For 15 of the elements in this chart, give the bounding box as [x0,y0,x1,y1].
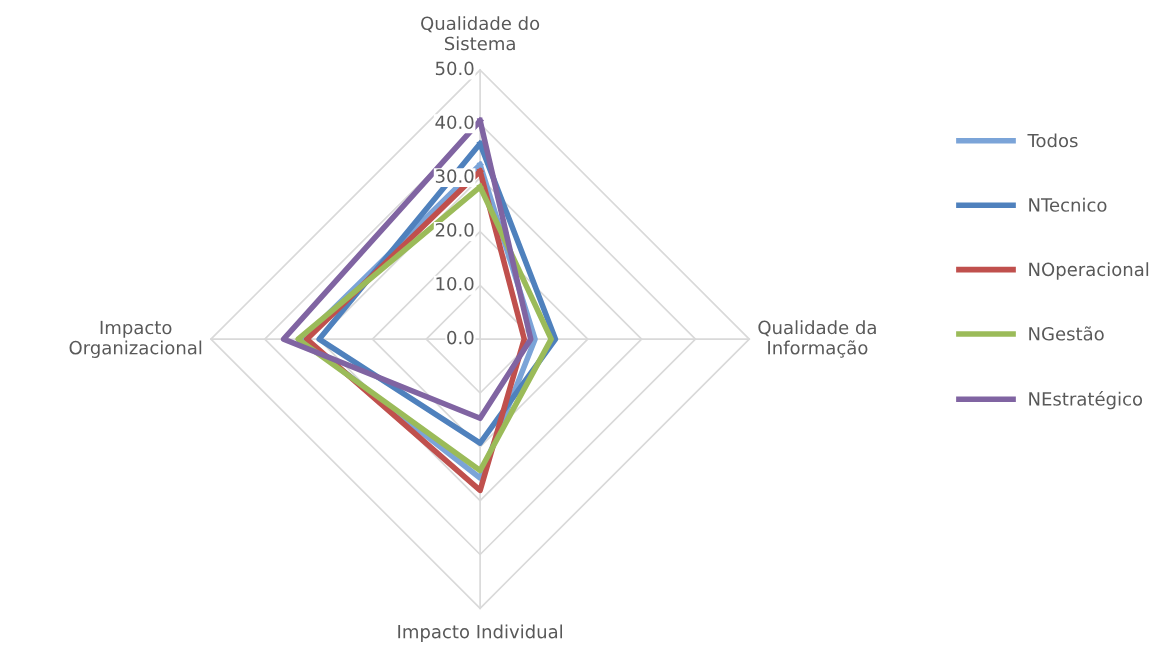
y-tick-label: 30.0 [435,169,474,183]
y-tick-label: 0.0 [447,330,474,345]
spoke-label: Impacto Organizacional [69,320,202,358]
spoke-label: Qualidade da Informação [758,320,876,358]
legend-label: NOperacional [1029,262,1149,280]
spoke-label: Impacto Individual [398,624,562,642]
spoke-label: Qualidade do Sistema [421,16,540,51]
legend-label: NTecnico [1029,197,1107,212]
legend-label: NGestão [1029,326,1104,341]
y-tick-label: 50.0 [435,61,474,76]
legend-label: Todos [1027,133,1078,148]
y-tick-label: 20.0 [435,223,474,237]
legend-label: NEstratégico [1029,391,1143,410]
y-tick-label: 40.0 [435,115,474,130]
y-tick-label: 10.0 [436,276,474,291]
